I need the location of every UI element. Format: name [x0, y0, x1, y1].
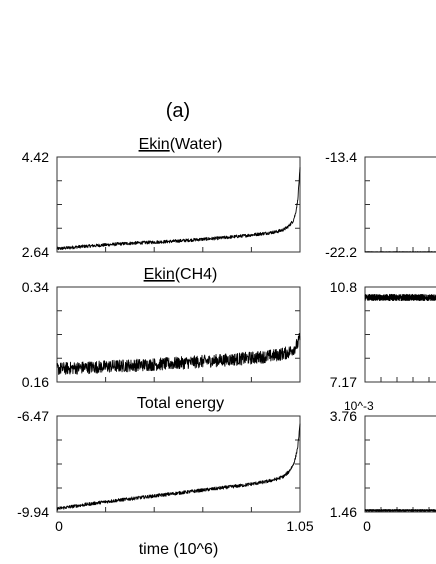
x-tick-label: 1.05	[286, 518, 313, 534]
y-tick-label-min: -9.94	[17, 504, 49, 520]
chart-title: Total energy	[137, 395, 224, 412]
y-tick-label-max: -6.47	[17, 408, 49, 424]
plot-frame	[56, 415, 301, 513]
y-tick-label-min: 0.16	[22, 374, 49, 390]
y-tick-label-min: 1.46	[330, 504, 357, 520]
chart-6: 10^-33.76 1.46 0	[330, 399, 436, 534]
series-line	[56, 333, 301, 375]
x-axis-label: time (10^6)	[139, 541, 219, 558]
chart-title-rest: (CH4)	[175, 266, 218, 283]
plot-frame	[56, 156, 301, 253]
chart-1: Ekin(Water) 4.42 2.64	[22, 136, 301, 260]
y-tick-label-min: 7.17	[330, 374, 357, 390]
panel-label: (a)	[166, 100, 190, 122]
series-line	[364, 293, 436, 302]
series-line	[56, 423, 301, 511]
plot-frame	[364, 156, 436, 253]
chart-title: Ekin(Water)	[139, 136, 223, 153]
chart-title-word: Ekin	[139, 136, 170, 153]
plot-frame	[364, 415, 436, 513]
chart-2: Ekin(CH4) 0.34 0.16	[22, 266, 301, 390]
y-tick-label-max: 0.34	[22, 279, 49, 295]
chart-3: Total energy -6.47 -9.94 0 1.05 time (10^6)	[17, 395, 314, 558]
chart-title-rest: (Water)	[170, 136, 223, 153]
plot-frame	[364, 286, 436, 383]
axis-scale-label: 10^-3	[344, 399, 374, 413]
chart-5: 10.8 7.17	[330, 279, 436, 390]
chart-4: -13.4 -22.2	[325, 149, 436, 260]
chart-title-word: Ekin	[144, 266, 175, 283]
y-tick-label-max: 4.42	[22, 149, 49, 165]
x-tick-label: 0	[55, 518, 63, 534]
y-tick-label-max: 10.8	[330, 279, 357, 295]
y-tick-label-min: 2.64	[22, 244, 49, 260]
series-line	[56, 167, 301, 251]
chart-title: Ekin(CH4)	[144, 266, 218, 283]
y-tick-label-max: 3.76	[330, 408, 357, 424]
y-tick-label-min: -22.2	[325, 244, 357, 260]
charts-group: Ekin(Water)4.422.64Ekin(CH4)0.340.16Tota…	[17, 136, 436, 558]
x-tick-label: 0	[363, 518, 371, 534]
series-line	[364, 509, 436, 512]
y-tick-label-max: -13.4	[325, 149, 357, 165]
